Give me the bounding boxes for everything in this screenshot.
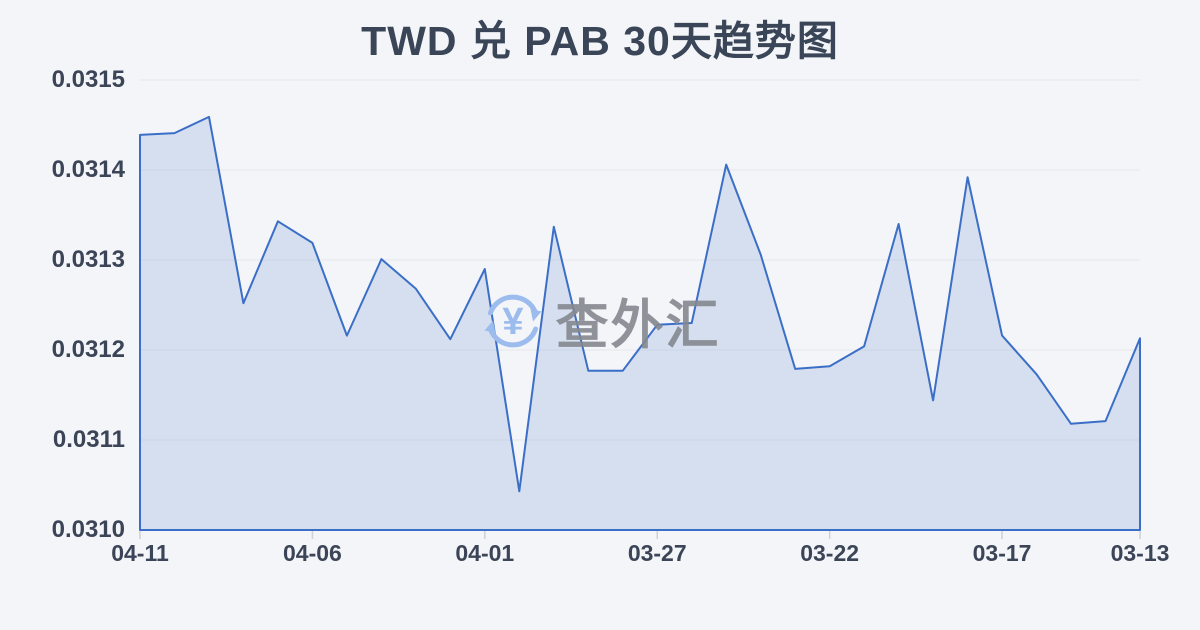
chart-title: TWD 兑 PAB 30天趋势图: [361, 18, 839, 64]
y-axis-label: 0.0315: [51, 66, 125, 93]
y-axis-label: 0.0310: [51, 516, 125, 543]
x-axis-label: 04-11: [111, 540, 169, 566]
area-series: [139, 115, 1141, 531]
x-axis-ticks: [139, 531, 1141, 539]
y-axis-label: 0.0311: [52, 426, 125, 453]
y-axis-label: 0.0312: [51, 336, 125, 363]
x-axis-label: 04-06: [282, 540, 342, 566]
x-axis-label: 03-17: [972, 540, 1032, 566]
y-axis-label: 0.0314: [51, 156, 125, 183]
x-axis-label: 03-27: [627, 540, 687, 566]
x-axis-label: 04-01: [455, 540, 515, 566]
x-axis-label: 03-22: [800, 540, 860, 566]
x-axis-label: 03-13: [1110, 540, 1170, 566]
y-axis-label: 0.0313: [51, 246, 125, 273]
rate-series-area: [139, 115, 1141, 531]
